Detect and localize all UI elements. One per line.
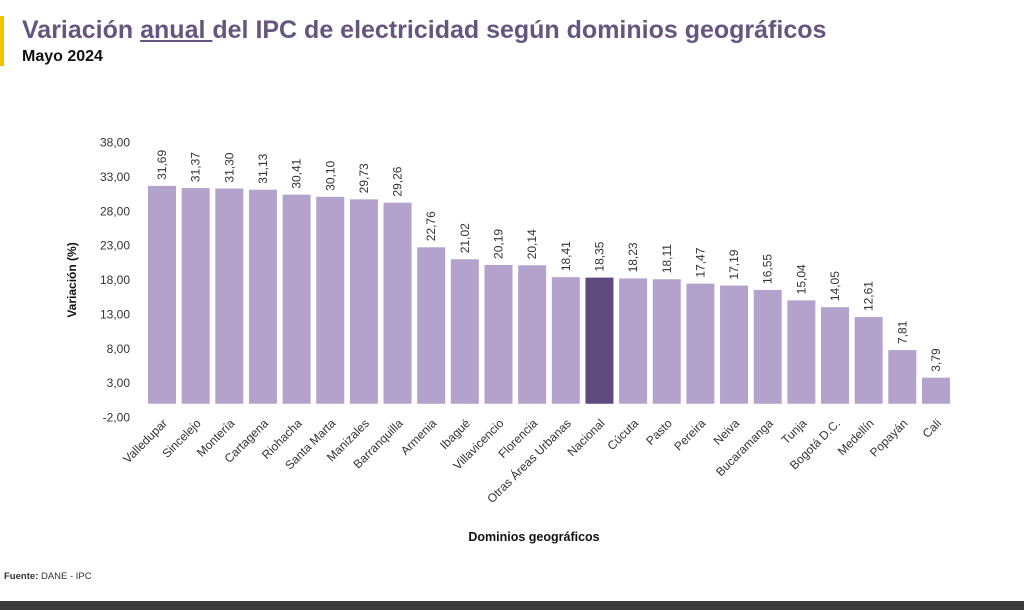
data-label: 31,30 bbox=[222, 152, 236, 182]
bar bbox=[450, 259, 479, 404]
data-label: 31,13 bbox=[256, 153, 270, 183]
y-tick-label: 18,00 bbox=[100, 273, 130, 287]
data-label: 15,04 bbox=[794, 264, 808, 294]
y-tick-label: 8,00 bbox=[107, 342, 131, 356]
bar bbox=[619, 278, 648, 404]
bar bbox=[888, 350, 917, 404]
x-tick-label: Neiva bbox=[711, 416, 743, 448]
source-note: Fuente: DANE - IPC bbox=[4, 571, 92, 582]
data-label: 30,10 bbox=[323, 160, 337, 190]
data-label: 18,23 bbox=[626, 242, 640, 272]
data-label: 30,41 bbox=[290, 158, 304, 188]
bar bbox=[720, 285, 749, 404]
bar bbox=[821, 307, 849, 404]
y-tick-label: 23,00 bbox=[100, 239, 130, 253]
bar bbox=[282, 194, 311, 404]
data-label: 20,14 bbox=[525, 229, 539, 259]
bar bbox=[753, 289, 782, 404]
x-tick-label: Tunja bbox=[779, 416, 810, 447]
bar bbox=[383, 202, 412, 404]
data-label: 17,19 bbox=[727, 249, 741, 279]
data-label: 12,61 bbox=[862, 281, 876, 311]
x-tick-label: Armenia bbox=[398, 416, 440, 458]
bar bbox=[316, 196, 345, 404]
bar bbox=[854, 317, 883, 404]
y-tick-label: 33,00 bbox=[100, 170, 130, 184]
bar bbox=[518, 265, 547, 404]
data-label: 18,11 bbox=[660, 244, 674, 273]
x-tick-label: Cali bbox=[920, 416, 945, 441]
y-tick-label: 3,00 bbox=[107, 376, 131, 390]
bar bbox=[248, 189, 277, 404]
x-axis-label: Dominios geográficos bbox=[468, 530, 599, 544]
data-label: 29,26 bbox=[391, 166, 405, 196]
bar bbox=[215, 188, 244, 404]
y-axis-label: Variación (%) bbox=[65, 242, 79, 317]
x-tick-label: Nacional bbox=[565, 416, 608, 459]
data-label: 31,37 bbox=[189, 152, 203, 182]
bar bbox=[551, 277, 580, 404]
data-label: 14,05 bbox=[828, 271, 842, 301]
x-tick-label: Pasto bbox=[643, 416, 675, 448]
data-label: 22,76 bbox=[424, 211, 438, 241]
data-label: 31,69 bbox=[155, 150, 169, 180]
y-tick-label: 38,00 bbox=[100, 136, 130, 150]
chart-title: Variación anual del IPC de electricidad … bbox=[22, 16, 827, 44]
data-label: 3,79 bbox=[929, 348, 943, 372]
x-tick-label: Cúcuta bbox=[604, 416, 641, 453]
y-tick-label: 13,00 bbox=[100, 307, 130, 321]
data-label: 17,47 bbox=[693, 247, 707, 277]
x-tick-label: Popayán bbox=[867, 416, 910, 459]
bar bbox=[585, 277, 614, 404]
footer-bar bbox=[0, 601, 1024, 610]
bar bbox=[349, 199, 378, 404]
bar bbox=[417, 247, 446, 404]
data-label: 20,19 bbox=[492, 229, 506, 259]
accent-bar bbox=[0, 16, 4, 66]
bar bbox=[686, 283, 715, 404]
data-label: 21,02 bbox=[458, 223, 472, 253]
data-label: 18,35 bbox=[592, 241, 606, 271]
y-tick-label: 28,00 bbox=[100, 204, 130, 218]
bar bbox=[148, 185, 176, 404]
data-label: 18,41 bbox=[559, 241, 573, 271]
bar bbox=[652, 279, 681, 404]
bar bbox=[181, 188, 210, 404]
data-label: 7,81 bbox=[895, 320, 909, 344]
data-label: 29,73 bbox=[357, 163, 371, 193]
x-tick-label: Pereira bbox=[671, 416, 708, 453]
y-tick-label: -2,00 bbox=[103, 411, 131, 425]
bar bbox=[921, 377, 950, 404]
data-label: 16,55 bbox=[761, 254, 775, 284]
bar bbox=[787, 300, 816, 404]
chart-subtitle: Mayo 2024 bbox=[22, 48, 103, 65]
bar bbox=[484, 264, 513, 404]
